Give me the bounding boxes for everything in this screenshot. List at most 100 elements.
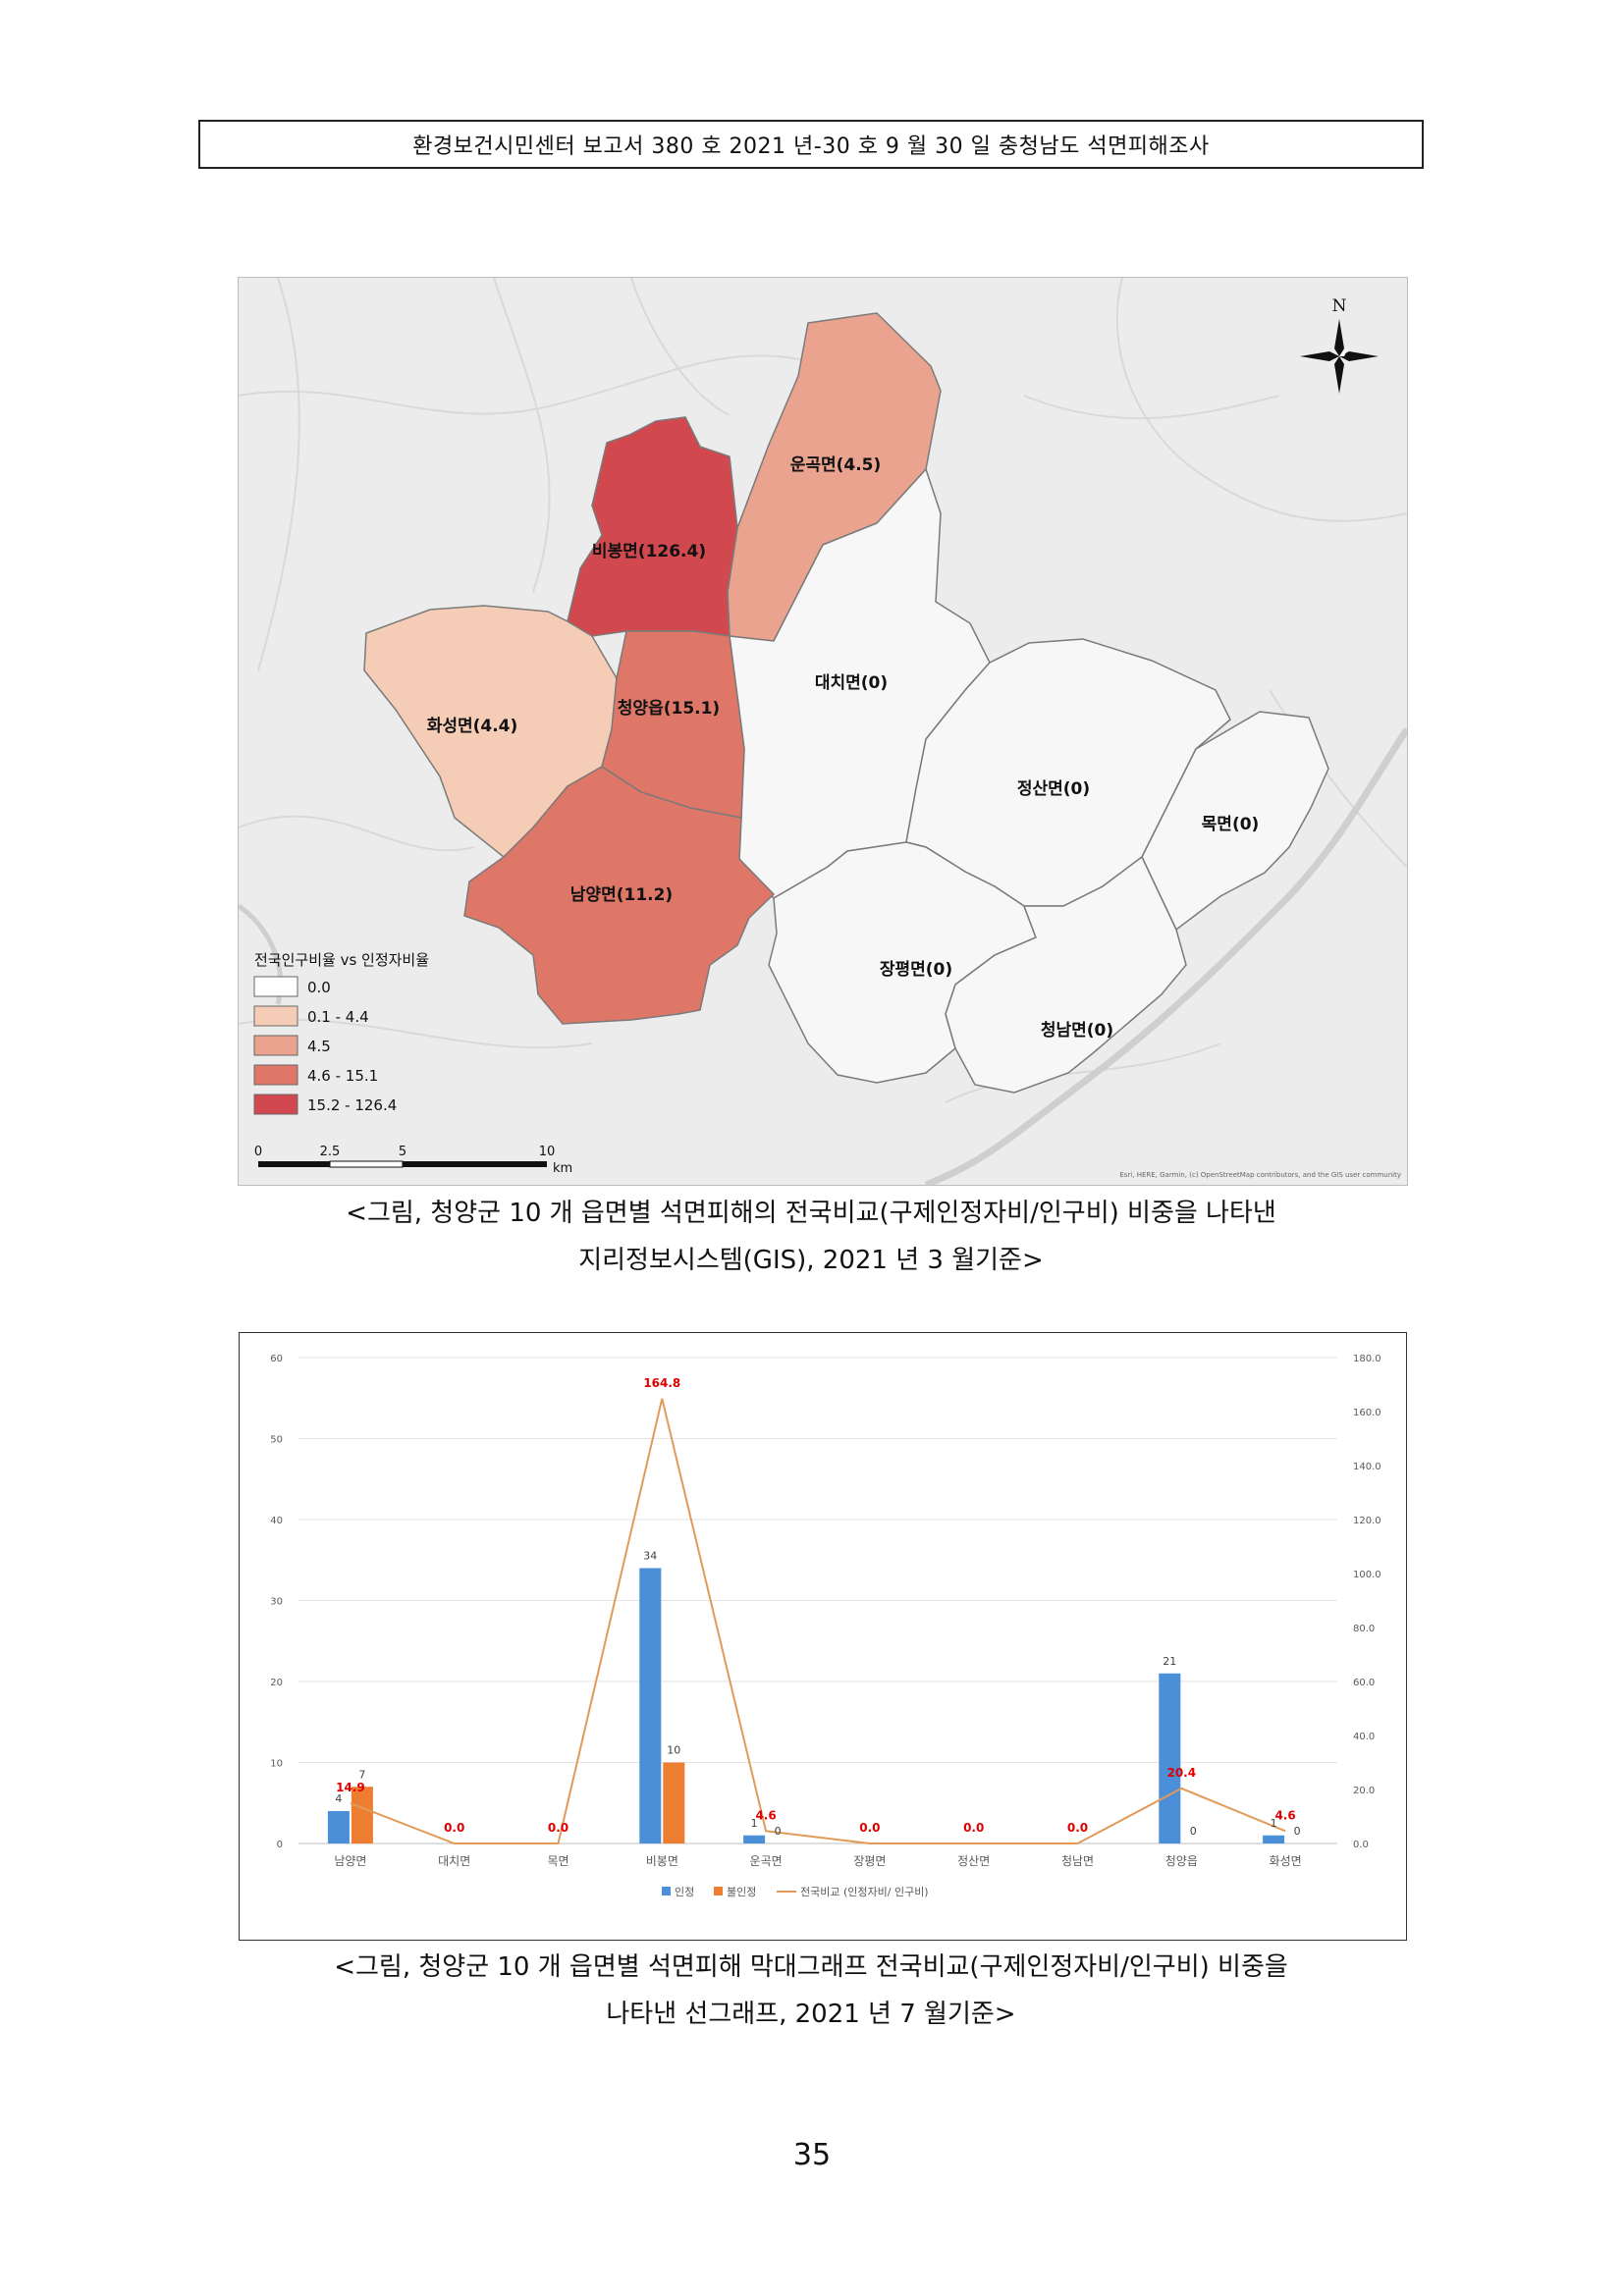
right-tick-label: 100.0 [1353,1570,1381,1580]
right-tick-label: 20.0 [1353,1786,1375,1796]
legend-label: 인정 [675,1886,694,1898]
region-label-mok: 목면(0) [1202,815,1260,834]
region-label-namyang: 남양면(11.2) [570,885,673,905]
gis-map: 운곡면(4.5) 비봉면(126.4) 대치면(0) 화성면(4.4) 청양읍(… [238,277,1408,1186]
bar-recognized [639,1568,662,1843]
bar-value-label: 1 [751,1817,758,1830]
left-tick-label: 10 [270,1759,283,1770]
legend-item-label: 0.0 [307,979,331,996]
left-axis: 0 10 20 30 40 50 60 [270,1354,283,1850]
legend-item-2: 4.5 [253,1035,331,1056]
bar-unrecognized [663,1762,685,1843]
category-label: 목면 [547,1854,568,1868]
scale-tick-1: 2.5 [320,1145,341,1159]
line-value-label: 0.0 [859,1821,880,1835]
map-region-cheongnam [945,855,1187,1094]
right-tick-label: 60.0 [1353,1678,1375,1688]
line-value-label: 20.4 [1166,1766,1196,1780]
report-header: 환경보건시민센터 보고서 380 호 2021 년-30 호 9 월 30 일 … [198,120,1424,169]
north-label: N [1332,296,1347,316]
category-label: 장평면 [853,1854,886,1868]
category-label: 남양면 [334,1854,366,1868]
scale-tick-2: 5 [399,1145,406,1159]
chart-bars [327,1568,1285,1843]
right-tick-label: 180.0 [1353,1354,1381,1364]
caption-line: <그림, 청양군 10 개 읍면별 석면피해 막대그래프 전국비교(구제인정자비… [334,1952,1288,1982]
line-value-label: 4.6 [755,1808,776,1822]
figure-caption-2: <그림, 청양군 10 개 읍면별 석면피해 막대그래프 전국비교(구제인정자비… [198,1944,1424,2038]
legend-title: 전국인구비율 vs 인정자비율 [254,951,429,969]
chart-line [350,1398,1286,1844]
line-value-label: 14.9 [336,1781,365,1794]
line-value-label: 164.8 [643,1376,680,1390]
map-region-bibong [567,416,738,637]
legend-item-1: 0.1 - 4.4 [253,1005,369,1027]
legend-swatch [714,1887,723,1896]
legend-label: 불인정 [727,1886,756,1898]
chart-legend: 인정 불인정 전국비교 (인정자비/ 인구비) [662,1886,929,1898]
bar-recognized [327,1811,350,1843]
map-legend: 전국인구비율 vs 인정자비율 0.0 0.1 - 4.4 4.5 4.6 - … [253,951,429,1115]
right-tick-label: 0.0 [1353,1840,1369,1850]
region-label-ungok: 운곡면(4.5) [790,455,882,475]
right-tick-label: 40.0 [1353,1732,1375,1742]
river [924,727,1407,1185]
map-region-mok [1141,711,1329,932]
scale-unit: km [553,1161,572,1176]
legend-item-3: 4.6 - 15.1 [253,1064,378,1086]
region-label-jeongsan: 정산면(0) [1017,779,1090,799]
caption-line: 나타낸 선그래프, 2021 년 7 월기준> [606,2000,1016,2029]
chart-category-labels: 남양면 대치면 목면 비봉면 운곡면 장평면 정산면 청남면 청양읍 화성면 [334,1854,1301,1868]
page-number: 35 [792,2138,832,2172]
caption-line: <그림, 청양군 10 개 읍면별 석면피해의 전국비교(구제인정자비/인구비)… [346,1199,1276,1228]
bar-value-label: 34 [643,1550,657,1563]
right-tick-label: 80.0 [1353,1624,1375,1634]
scale-bar: 0 2.5 5 10 km [254,1145,572,1176]
left-tick-label: 30 [270,1597,283,1608]
bar-value-label: 4 [335,1792,342,1805]
bar-unrecognized [351,1787,373,1843]
line-value-label: 0.0 [548,1821,568,1835]
bar-recognized [1263,1835,1285,1843]
scale-tick-0: 0 [254,1145,262,1159]
line-value-label: 4.6 [1274,1808,1295,1822]
scale-tick-3: 10 [539,1145,556,1159]
region-label-daechi: 대치면(0) [815,673,888,693]
bar-value-label: 21 [1163,1655,1176,1668]
left-tick-label: 40 [270,1516,283,1526]
region-label-bibong: 비봉면(126.4) [592,542,706,561]
category-label: 청양읍 [1165,1854,1198,1868]
legend-item-0: 0.0 [253,976,331,997]
north-arrow-icon: N [1300,296,1379,394]
right-tick-label: 160.0 [1353,1408,1381,1418]
map-attribution: Esri, HERE, Garmin, (c) OpenStreetMap co… [1119,1171,1401,1179]
figure-caption-1: <그림, 청양군 10 개 읍면별 석면피해의 전국비교(구제인정자비/인구비)… [198,1190,1424,1284]
left-tick-label: 50 [270,1435,283,1446]
caption-line: 지리정보시스템(GIS), 2021 년 3 월기준> [578,1246,1044,1275]
bar-value-label: 0 [1294,1825,1301,1838]
left-tick-label: 0 [277,1840,283,1850]
bar-value-label: 7 [358,1768,365,1781]
bar-value-label: 0 [775,1825,782,1838]
map-region-namyang [463,766,776,1025]
region-label-cheongyang: 청양읍(15.1) [618,698,720,719]
category-label: 청남면 [1061,1854,1094,1868]
report-header-text: 환경보건시민센터 보고서 380 호 2021 년-30 호 9 월 30 일 … [412,134,1210,159]
category-label: 대치면 [438,1854,470,1868]
left-tick-label: 20 [270,1678,283,1688]
category-label: 운곡면 [750,1854,783,1868]
line-value-label: 0.0 [1067,1821,1088,1835]
bar-recognized [1159,1673,1181,1843]
line-value-label: 0.0 [444,1821,464,1835]
bar-value-label: 10 [667,1744,680,1757]
line-value-label: 0.0 [963,1821,984,1835]
category-label: 정산면 [957,1854,990,1868]
category-label: 비봉면 [646,1854,678,1868]
right-tick-label: 120.0 [1353,1516,1381,1526]
chart-value-labels: 4 34 1 21 1 7 10 0 0 0 14.9 0.0 0.0 164.8 4.6 0.0 0.0 0.0… [335,1376,1300,1838]
legend-swatch [662,1887,671,1896]
right-tick-label: 140.0 [1353,1462,1381,1472]
basemap-roads [239,278,1407,1103]
bar-value-label: 1 [1271,1817,1277,1830]
